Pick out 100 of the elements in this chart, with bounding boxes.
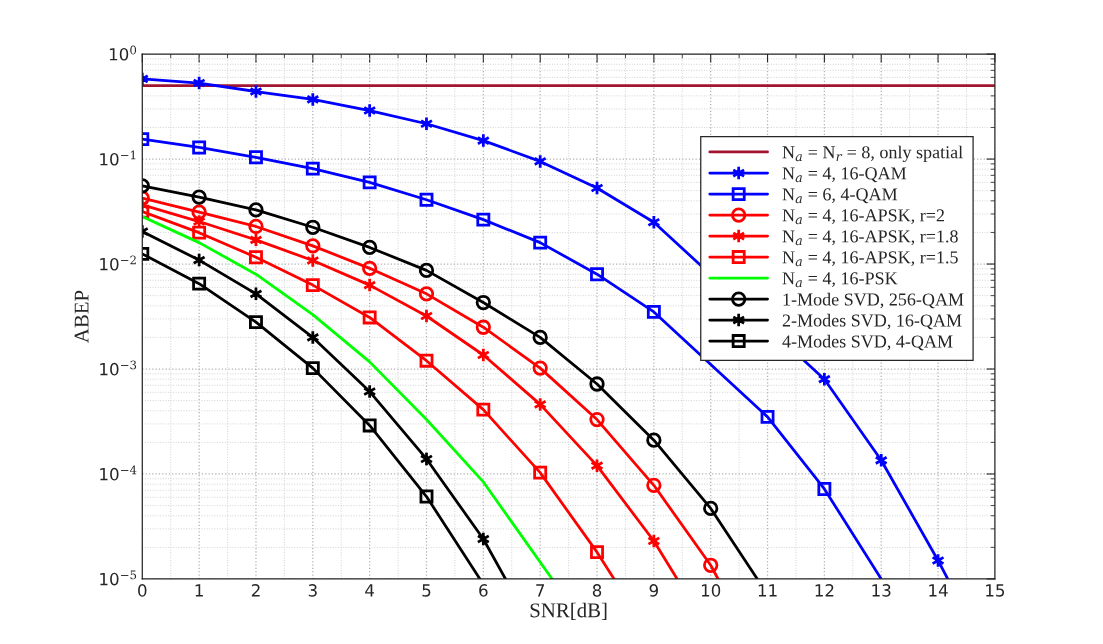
legend-label: N$_{a}$ = 4, 16-PSK bbox=[782, 272, 898, 288]
point bbox=[476, 132, 491, 149]
point bbox=[476, 402, 491, 417]
point bbox=[418, 262, 435, 279]
legend-label: 2-Modes SVD, 16-QAM bbox=[782, 313, 962, 330]
x-axis-title: SNR[dB] bbox=[530, 602, 607, 620]
point bbox=[362, 102, 377, 119]
y-tick-label: 10$^{−4}$ bbox=[100, 465, 137, 481]
legend-label: N$_{a}$ = 4, 16-APSK, r=1.8 bbox=[782, 230, 958, 246]
point bbox=[418, 286, 435, 302]
point bbox=[362, 383, 377, 400]
point bbox=[419, 353, 434, 368]
point bbox=[249, 315, 263, 330]
y-tick-label: 10$^{−3}$ bbox=[100, 360, 137, 376]
legend-label: N$_{a}$ = 6, 4-QAM bbox=[782, 188, 898, 204]
point bbox=[590, 267, 604, 282]
point bbox=[646, 304, 661, 319]
x-tick-label: 0 bbox=[138, 584, 147, 597]
point bbox=[589, 411, 605, 428]
x-tick-label: 1 bbox=[195, 584, 203, 597]
point bbox=[476, 212, 491, 227]
point bbox=[817, 482, 832, 496]
point bbox=[191, 189, 207, 205]
legend-label: 4-Modes SVD, 4-QAM bbox=[782, 334, 953, 351]
point bbox=[590, 545, 604, 560]
x-tick-label: 7 bbox=[536, 584, 545, 597]
legend-label: N$_{a}$ = 4, 16-APSK, r=1.5 bbox=[782, 251, 958, 267]
point bbox=[533, 396, 547, 413]
point bbox=[476, 531, 491, 547]
x-tick-label: 6 bbox=[479, 584, 488, 597]
point bbox=[248, 218, 264, 235]
point bbox=[647, 214, 661, 230]
x-tick-label: 3 bbox=[308, 584, 317, 597]
point bbox=[305, 238, 321, 254]
point bbox=[931, 552, 945, 569]
point bbox=[533, 235, 548, 250]
point bbox=[362, 277, 377, 293]
x-tick-label: 5 bbox=[422, 584, 431, 597]
point bbox=[249, 150, 263, 165]
point bbox=[532, 360, 548, 376]
point bbox=[646, 477, 662, 493]
point bbox=[305, 278, 320, 293]
point bbox=[249, 250, 263, 265]
point bbox=[532, 329, 548, 346]
y-tick-label: 10$^{0}$ bbox=[109, 45, 137, 61]
point bbox=[192, 276, 207, 291]
y-tick-label: 10$^{−2}$ bbox=[100, 255, 136, 271]
point bbox=[362, 310, 377, 325]
x-tick-label: 4 bbox=[365, 584, 375, 597]
x-tick-label: 15 bbox=[986, 584, 1005, 597]
point bbox=[249, 286, 263, 302]
point bbox=[646, 432, 662, 448]
point bbox=[475, 319, 491, 335]
point bbox=[590, 458, 604, 474]
point bbox=[362, 260, 378, 276]
point bbox=[306, 252, 320, 269]
point bbox=[362, 239, 378, 256]
point bbox=[192, 140, 207, 155]
x-tick-label: 13 bbox=[872, 584, 891, 597]
point bbox=[306, 329, 320, 346]
point bbox=[475, 294, 491, 311]
point bbox=[305, 161, 320, 176]
point bbox=[191, 204, 207, 220]
point bbox=[249, 83, 263, 100]
point bbox=[647, 533, 661, 549]
x-tick-label: 9 bbox=[649, 584, 658, 597]
x-tick-label: 8 bbox=[592, 584, 602, 597]
x-tick-label: 2 bbox=[251, 584, 260, 597]
y-axis-title: ABEP bbox=[74, 290, 89, 343]
point bbox=[419, 489, 434, 504]
point bbox=[703, 557, 719, 573]
x-tick-label: 12 bbox=[815, 584, 834, 597]
x-tick-label: 10 bbox=[701, 584, 721, 597]
point bbox=[590, 180, 604, 196]
point bbox=[533, 153, 547, 170]
point bbox=[760, 409, 775, 424]
point bbox=[192, 225, 207, 240]
x-tick-label: 11 bbox=[758, 584, 777, 597]
point bbox=[192, 252, 206, 268]
point bbox=[248, 202, 264, 218]
point bbox=[589, 376, 605, 392]
legend-label: N$_{a}$ = N$_{r}$ = 8, only spatial bbox=[782, 145, 963, 163]
point bbox=[419, 308, 434, 324]
point bbox=[703, 500, 719, 517]
point bbox=[476, 347, 491, 363]
point bbox=[362, 175, 377, 190]
point bbox=[249, 232, 263, 248]
point bbox=[419, 451, 434, 467]
x-tick-label: 14 bbox=[929, 584, 948, 597]
legend-label: N$_{a}$ = 4, 16-QAM bbox=[782, 167, 907, 183]
y-tick-label: 10$^{−5}$ bbox=[100, 570, 137, 586]
point bbox=[419, 192, 434, 207]
point bbox=[305, 219, 321, 235]
point bbox=[533, 465, 548, 480]
point bbox=[419, 116, 434, 132]
y-tick-label: 10$^{−1}$ bbox=[100, 150, 136, 166]
legend-label: 1-Mode SVD, 256-QAM bbox=[783, 292, 964, 309]
point bbox=[874, 452, 889, 468]
point bbox=[305, 361, 320, 376]
point bbox=[306, 91, 320, 108]
